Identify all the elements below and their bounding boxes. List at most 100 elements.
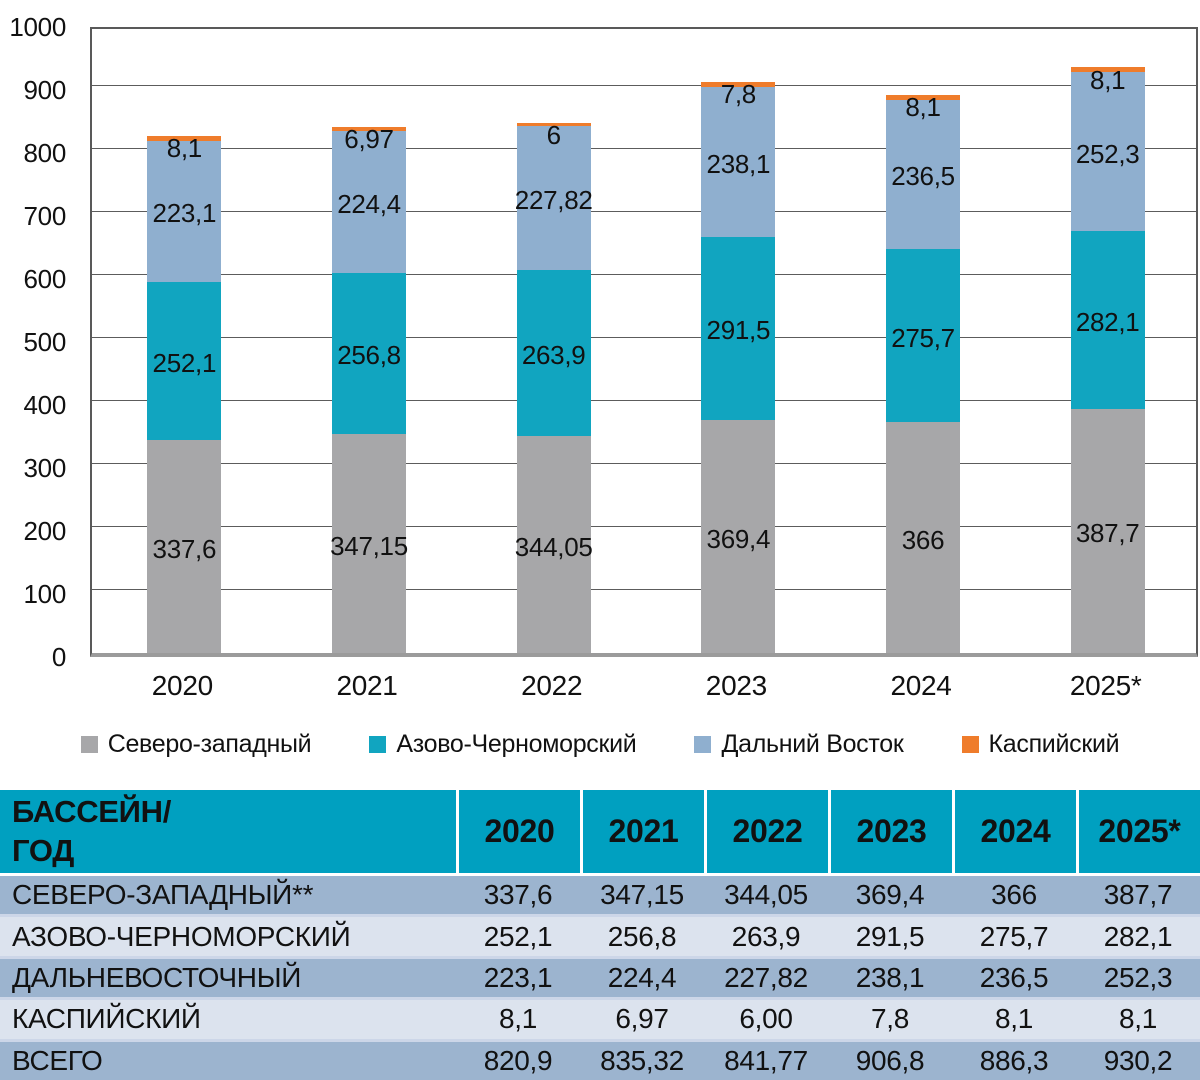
bar-value-label: 387,7 (1075, 517, 1140, 548)
bar-segment-4 (516, 122, 591, 127)
bar-value-label: 224,4 (337, 188, 401, 219)
value-cell: 8,1 (1118, 1003, 1158, 1035)
value-cell: 263,9 (731, 920, 801, 952)
value-cell: 337,6 (483, 879, 553, 911)
value-cell: 886,3 (979, 1044, 1049, 1076)
year-header-cell: 2022 (704, 790, 828, 873)
bar-segment-3 (332, 131, 406, 273)
bar-segment-3 (516, 126, 591, 270)
bar-value-label: 236,5 (891, 161, 955, 192)
bar-value-label: 252,3 (1075, 138, 1140, 169)
year-header-cell: 2021 (580, 790, 704, 873)
value-cell: 282,1 (1103, 920, 1173, 952)
y-axis-tick-label: 400 (23, 390, 67, 420)
value-cell: 224,4 (607, 962, 677, 994)
bar-segment-4 (332, 126, 406, 132)
x-axis: 2020 2021 2022 2023 2024 2025* (90, 670, 1198, 702)
bar-segment-2 (886, 248, 960, 423)
value-cell: 387,7 (1103, 879, 1173, 911)
bar-value-label: 223,1 (152, 198, 217, 229)
table-header-row: БАССЕЙН/ ГОД 2020 2021 2022 2023 2024 2025* (0, 790, 1200, 876)
stacked-bar-chart: 337,6 252,1 223,1 8,1 347,15 256,8 224,4 6,97 34… (9, 12, 1198, 759)
y-axis-tick-label: 0 (51, 642, 66, 672)
gridline (92, 148, 1196, 149)
bar-segment-1 (516, 436, 591, 653)
y-axis-tick-label: 100 (23, 579, 67, 609)
value-cell: 6,00 (739, 1003, 793, 1035)
value-cell: 236,5 (979, 962, 1049, 994)
bar-segment-3 (147, 140, 222, 282)
bar-value-label: 227,82 (514, 185, 593, 216)
value-cell: 6,97 (615, 1003, 669, 1035)
row-label-cell: ВСЕГО (12, 1044, 103, 1076)
bar-value-label: 366 (901, 524, 945, 555)
legend-swatch-icon (961, 736, 979, 753)
y-axis-tick-label: 700 (23, 201, 67, 231)
gridline (92, 526, 1196, 527)
bar-segment-2 (147, 281, 222, 441)
value-cell: 8,1 (994, 1003, 1034, 1035)
y-axis-tick-label: 900 (23, 75, 67, 105)
table-header-basin-label: БАССЕЙН/ (12, 793, 172, 829)
table-body: СЕВЕРО-ЗАПАДНЫЙ** 337,6 347,15 344,05 369,4 3… (0, 876, 1200, 1080)
gridline (92, 274, 1196, 275)
legend-label: Каспийский (988, 730, 1120, 758)
bar-segment-4 (701, 81, 776, 87)
bar-segment-3 (701, 86, 776, 237)
bar-segment-1 (147, 440, 222, 653)
y-axis-tick-label: 500 (23, 327, 67, 357)
x-axis-tick-label: 2021 (336, 670, 398, 701)
value-cell: 7,8 (870, 1003, 910, 1035)
bar-value-label: 238,1 (706, 148, 771, 179)
row-label-cell: АЗОВО-ЧЕРНОМОРСКИЙ (12, 920, 351, 952)
bar-value-label: 8,1 (166, 133, 203, 164)
legend-item: Азово-Черноморский (369, 730, 637, 759)
year-header-cell: 2024 (952, 790, 1076, 873)
y-axis-tick-label: 800 (23, 138, 67, 168)
value-cell: 344,05 (724, 879, 808, 911)
y-axis-tick-label: 200 (23, 516, 67, 546)
legend-swatch-icon (369, 736, 387, 753)
bar-value-label: 256,8 (337, 340, 401, 371)
row-label-cell: КАСПИЙСКИЙ (12, 1003, 201, 1035)
basin-row: ВСЕГО 820,9 835,32 841,77 906,8 886,3 930,2 (0, 1038, 1200, 1080)
value-cell: 366 (991, 879, 1037, 911)
value-cell: 841,77 (724, 1044, 808, 1076)
bar-segment-1 (701, 420, 776, 653)
gridline (92, 211, 1196, 212)
bar-segment-3 (1070, 72, 1145, 232)
gridline (92, 463, 1196, 464)
bar-value-label: 252,1 (152, 347, 217, 378)
value-cell: 256,8 (607, 920, 677, 952)
bar-value-label: 8,1 (905, 92, 941, 123)
x-axis-tick-label: 2024 (890, 670, 952, 701)
value-cell: 291,5 (855, 920, 925, 952)
bar-value-label: 6,97 (344, 123, 394, 154)
gridline (92, 85, 1196, 86)
legend-swatch-icon (694, 736, 712, 753)
bar-segment-2 (701, 236, 776, 421)
table-header-year-label: ГОД (12, 832, 75, 868)
bar-segment-2 (332, 272, 406, 435)
x-axis-tick-label: 2025* (1069, 670, 1142, 701)
bar-segment-4 (147, 135, 222, 141)
value-cell: 252,3 (1103, 962, 1173, 994)
x-axis-tick-label: 2023 (705, 670, 767, 701)
bar-segment-2 (1070, 231, 1145, 409)
gridline (92, 400, 1196, 401)
legend-label: Азово-Черноморский (396, 730, 637, 758)
bar-value-label: 291,5 (706, 315, 771, 346)
bar-value-label: 8,1 (1090, 64, 1126, 95)
bar-value-label: 275,7 (891, 322, 955, 353)
plot-area: 337,6 252,1 223,1 8,1 347,15 256,8 224,4 6,97 34… (90, 27, 1198, 657)
year-header-cell: 2025* (1076, 790, 1200, 873)
bar-segment-4 (1070, 66, 1145, 73)
legend-item: Каспийский (961, 730, 1120, 759)
value-cell: 820,9 (483, 1044, 553, 1076)
bar-value-label: 7,8 (720, 79, 757, 110)
row-label-cell: ДАЛЬНЕВОСТОЧНЫЙ (12, 962, 302, 994)
bar-value-label: 344,05 (514, 531, 593, 562)
bar-segment-1 (886, 422, 960, 653)
value-cell: 275,7 (979, 920, 1049, 952)
row-label-cell: СЕВЕРО-ЗАПАДНЫЙ** (12, 879, 314, 911)
